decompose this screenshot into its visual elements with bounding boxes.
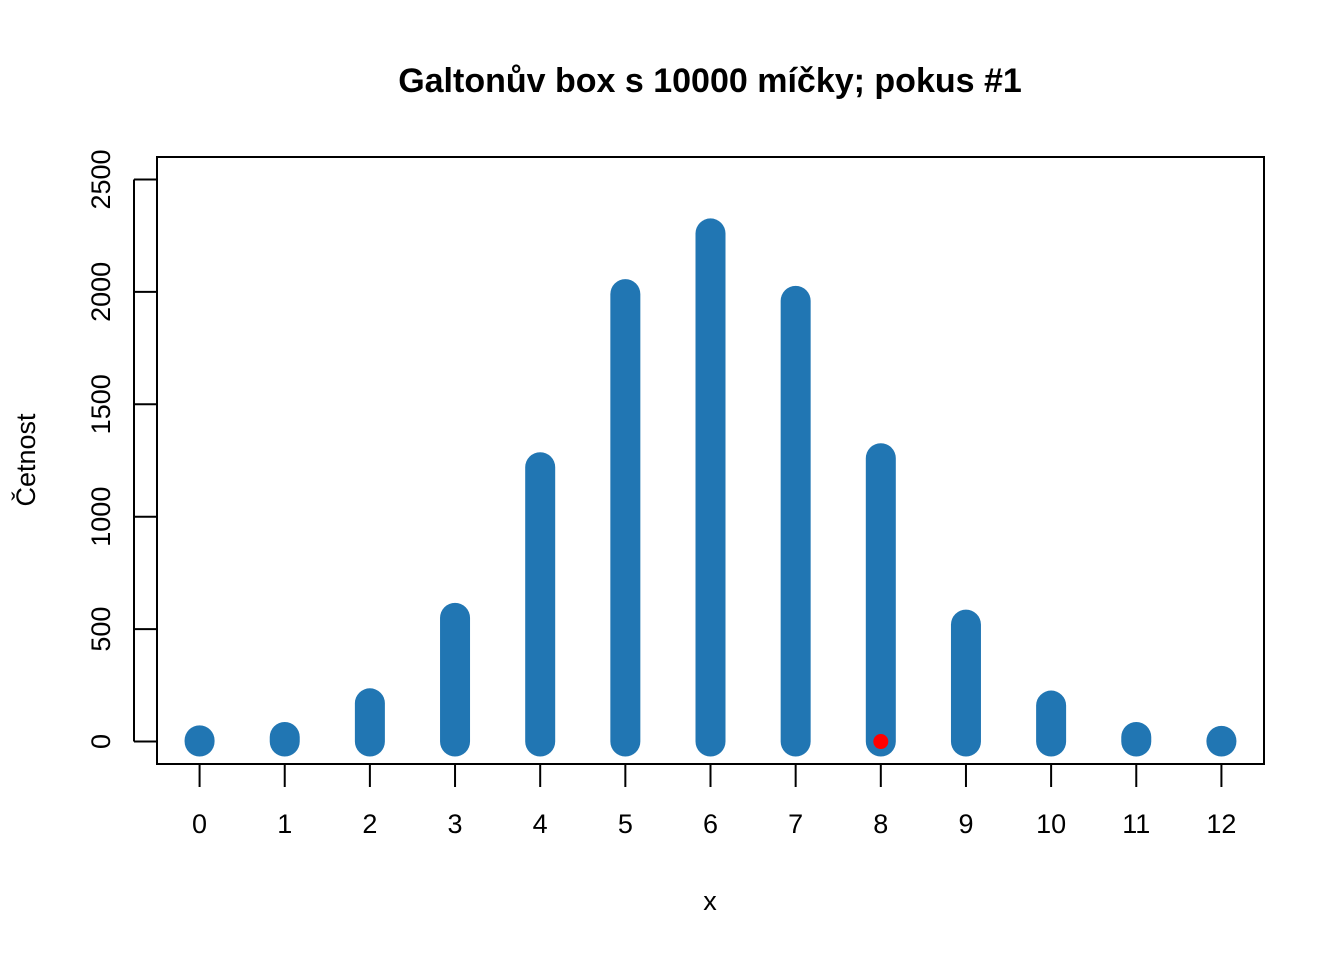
y-axis: 0 500 1000 1500 2000 2500 <box>86 149 157 749</box>
chart-title: Galtonův box s 10000 míčky; pokus #1 <box>398 62 1022 100</box>
y-tick-label: 500 <box>86 607 116 652</box>
y-tick-label: 2000 <box>86 262 116 322</box>
y-tick-label: 2500 <box>86 149 116 209</box>
x-tick-label: 12 <box>1206 809 1236 839</box>
x-tick-label: 4 <box>533 809 548 839</box>
x-tick-label: 1 <box>277 809 292 839</box>
x-tick-label: 10 <box>1036 809 1066 839</box>
y-tick-label: 0 <box>86 734 116 749</box>
highlight-point <box>873 734 889 750</box>
x-tick-label: 3 <box>448 809 463 839</box>
x-tick-label: 11 <box>1122 809 1150 839</box>
x-axis-label: x <box>703 886 717 916</box>
x-tick-label: 7 <box>788 809 803 839</box>
y-tick-label: 1000 <box>86 487 116 547</box>
bars-layer <box>184 218 1237 757</box>
y-axis-label: Četnost <box>10 413 41 507</box>
x-tick-label: 0 <box>192 809 207 839</box>
x-tick-label: 9 <box>958 809 973 839</box>
x-tick-label: 8 <box>873 809 888 839</box>
x-axis: 0 1 2 3 4 5 6 7 8 9 10 11 12 <box>192 764 1236 839</box>
x-tick-label: 5 <box>618 809 633 839</box>
y-tick-label: 1500 <box>86 374 116 434</box>
x-tick-label: 2 <box>362 809 377 839</box>
x-tick-label: 6 <box>703 809 718 839</box>
